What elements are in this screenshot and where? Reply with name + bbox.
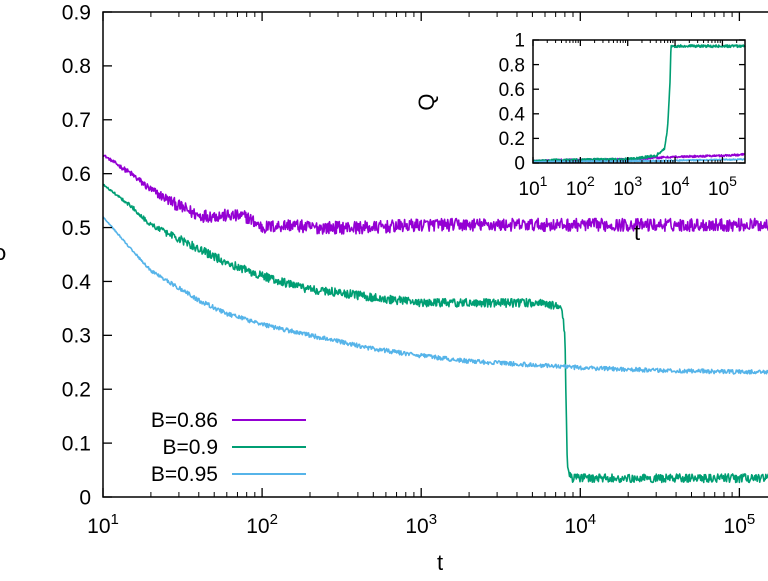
main-x-axis-title: t bbox=[437, 550, 443, 575]
inset-background bbox=[533, 40, 745, 163]
main-y-tick-label: 0.7 bbox=[62, 109, 91, 132]
inset-y-tick-label: 0.4 bbox=[499, 104, 526, 125]
inset-series bbox=[532, 44, 746, 163]
inset-plot: 101 102 103 104 105 0 0.2 0.4 0.6 0.8 1 t Q bbox=[414, 31, 746, 245]
main-x-tick-label: 102 bbox=[246, 511, 278, 538]
series-line-b-0-95 bbox=[532, 158, 746, 163]
main-x-tick-label: 101 bbox=[87, 511, 119, 538]
series-line-b-0-9 bbox=[102, 183, 768, 484]
main-x-tick-label: 103 bbox=[405, 511, 437, 538]
inset-y-tick-label: 0.8 bbox=[499, 55, 525, 76]
inset-plot-frame bbox=[532, 39, 746, 164]
main-y-tick-label: 0.9 bbox=[62, 1, 91, 24]
main-plot-frame bbox=[102, 11, 768, 498]
main-y-tick-label: 0.3 bbox=[62, 325, 91, 348]
inset-y-tick-label: 0.6 bbox=[499, 80, 525, 101]
main-y-tick-label: 0.6 bbox=[62, 163, 91, 186]
series-line-b-0-86 bbox=[102, 154, 768, 235]
series-line-b-0-9 bbox=[532, 44, 746, 163]
inset-axes: 101 102 103 104 105 0 0.2 0.4 0.6 0.8 1 bbox=[499, 31, 746, 200]
legend-label: B=0.95 bbox=[151, 463, 218, 486]
inset-y-tick-label: 0 bbox=[514, 154, 525, 175]
main-x-tick-label: 105 bbox=[724, 511, 756, 538]
inset-x-tick-label: 102 bbox=[566, 173, 595, 200]
main-y-tick-label: 0.8 bbox=[62, 55, 91, 78]
legend-label: B=0.9 bbox=[163, 436, 218, 459]
main-y-tick-label: 0.2 bbox=[62, 379, 91, 402]
inset-y-tick-label: 0.2 bbox=[499, 129, 525, 150]
main-y-tick-label: 0.5 bbox=[62, 217, 91, 240]
inset-y-axis-title: Q bbox=[414, 93, 439, 110]
main-plot-series bbox=[102, 154, 768, 484]
main-y-tick-label: 0 bbox=[79, 486, 91, 509]
main-y-axis-title: ρ bbox=[0, 240, 6, 265]
inset-x-tick-label: 105 bbox=[708, 173, 737, 200]
inset-x-tick-label: 103 bbox=[613, 173, 642, 200]
legend: B=0.86 B=0.9 B=0.95 bbox=[151, 409, 306, 486]
main-y-tick-label: 0.4 bbox=[62, 271, 92, 294]
legend-label: B=0.86 bbox=[151, 409, 218, 432]
inset-x-axis-title: t bbox=[634, 220, 640, 245]
main-x-tick-label: 104 bbox=[564, 511, 596, 538]
series-line-b-0-95 bbox=[102, 216, 768, 375]
inset-x-tick-label: 101 bbox=[519, 173, 548, 200]
main-y-tick-label: 0.1 bbox=[62, 432, 91, 455]
inset-y-tick-label: 1 bbox=[514, 31, 525, 52]
inset-x-tick-label: 104 bbox=[661, 173, 690, 200]
